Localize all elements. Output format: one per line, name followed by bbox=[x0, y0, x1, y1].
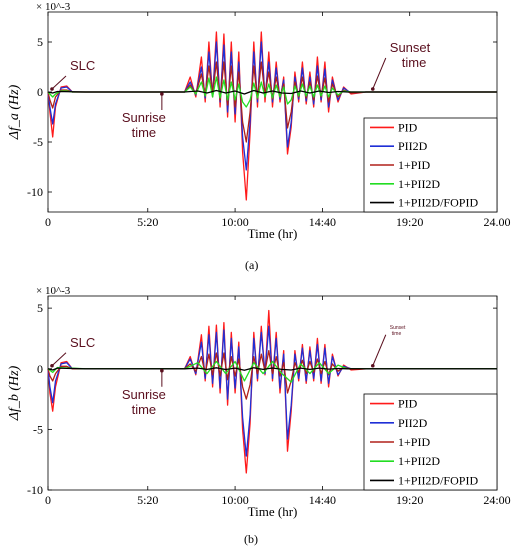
annotation-arrowhead bbox=[160, 92, 164, 96]
y-tick-label: 5 bbox=[37, 301, 43, 315]
x-tick-label: 19:20 bbox=[396, 215, 423, 229]
annotation-arrow bbox=[51, 75, 67, 90]
annotation-text: time bbox=[392, 331, 402, 337]
annotation-arrow bbox=[372, 57, 387, 90]
annotation-arrowhead bbox=[50, 87, 54, 91]
x-tick-label: 24:00 bbox=[483, 493, 510, 507]
annotation-text: SLC bbox=[70, 58, 95, 73]
y-tick-label: -5 bbox=[33, 135, 43, 149]
x-axis-label: Time (hr) bbox=[248, 226, 298, 241]
annotation-arrowhead bbox=[50, 363, 54, 368]
legend-label: 1+PII2D/FOPID bbox=[398, 473, 478, 487]
x-tick-label: 19:20 bbox=[396, 493, 423, 507]
annotation-text: time bbox=[132, 402, 157, 417]
x-tick-label: 14:40 bbox=[309, 493, 336, 507]
legend-label: 1+PII2D bbox=[398, 177, 440, 191]
x-tick-label: 10:00 bbox=[221, 215, 248, 229]
y-axis-label: Δf_a (Hz) bbox=[7, 84, 22, 140]
legend-label: PID bbox=[398, 120, 418, 134]
y-tick-label: -10 bbox=[27, 483, 43, 497]
x-tick-label: 5:20 bbox=[137, 493, 158, 507]
legend-label: 1+PID bbox=[398, 158, 430, 172]
series-line bbox=[47, 367, 497, 371]
annotation-text: time bbox=[132, 125, 157, 140]
y-axis-label: Δf_b (Hz) bbox=[7, 365, 22, 421]
annotation-text: SLC bbox=[70, 335, 95, 350]
annotation-text: time bbox=[402, 55, 427, 70]
annotation-text: Sunset bbox=[390, 40, 431, 55]
x-tick-label: 0 bbox=[45, 493, 51, 507]
annotation-arrow bbox=[372, 334, 387, 366]
annotation-arrow bbox=[51, 352, 67, 367]
caption-b: (b) bbox=[244, 532, 258, 546]
y-tick-label: -5 bbox=[33, 422, 43, 436]
x-tick-label: 24.00 bbox=[484, 215, 511, 229]
legend-label: PID bbox=[398, 397, 418, 411]
legend-label: 1+PII2D/FOPID bbox=[398, 196, 478, 210]
annotation-arrowhead bbox=[370, 363, 375, 368]
chart-a: 0 5:20 10:00 14:40 19:20 24.00 5 0 -5 -10 × 10^-3 T… bbox=[7, 1, 511, 241]
annotation-text: Sunrise bbox=[122, 110, 166, 125]
x-axis-label: Time (hr) bbox=[248, 504, 298, 519]
annotation-arrowhead bbox=[160, 368, 164, 373]
annotation-arrowhead bbox=[370, 87, 375, 91]
annotation-text: Sunrise bbox=[122, 387, 166, 402]
x-tick-label: 14:40 bbox=[309, 215, 336, 229]
x-tick-label: 5:20 bbox=[137, 215, 158, 229]
legend-label: PII2D bbox=[398, 139, 428, 153]
x-tick-label: 10:00 bbox=[221, 493, 248, 507]
y-tick-label: 5 bbox=[37, 35, 43, 49]
y-tick-label: 0 bbox=[37, 85, 43, 99]
x-tick-label: 0 bbox=[45, 215, 51, 229]
chart-b: 0 5:20 10:00 14:40 19:20 24:00 5 0 -5 -10 × 10^-3 T… bbox=[7, 285, 511, 519]
legend-label: 1+PID bbox=[398, 435, 430, 449]
y-tick-label: -10 bbox=[27, 185, 43, 199]
series-line bbox=[47, 89, 497, 95]
legend-label: PII2D bbox=[398, 416, 428, 430]
y-tick-label: 0 bbox=[37, 362, 43, 376]
exponent-label: × 10^-3 bbox=[36, 1, 71, 13]
exponent-label: × 10^-3 bbox=[36, 285, 71, 297]
caption-a: (a) bbox=[245, 258, 259, 272]
legend-label: 1+PII2D bbox=[398, 454, 440, 468]
annotation-text: Sunset bbox=[390, 325, 406, 331]
